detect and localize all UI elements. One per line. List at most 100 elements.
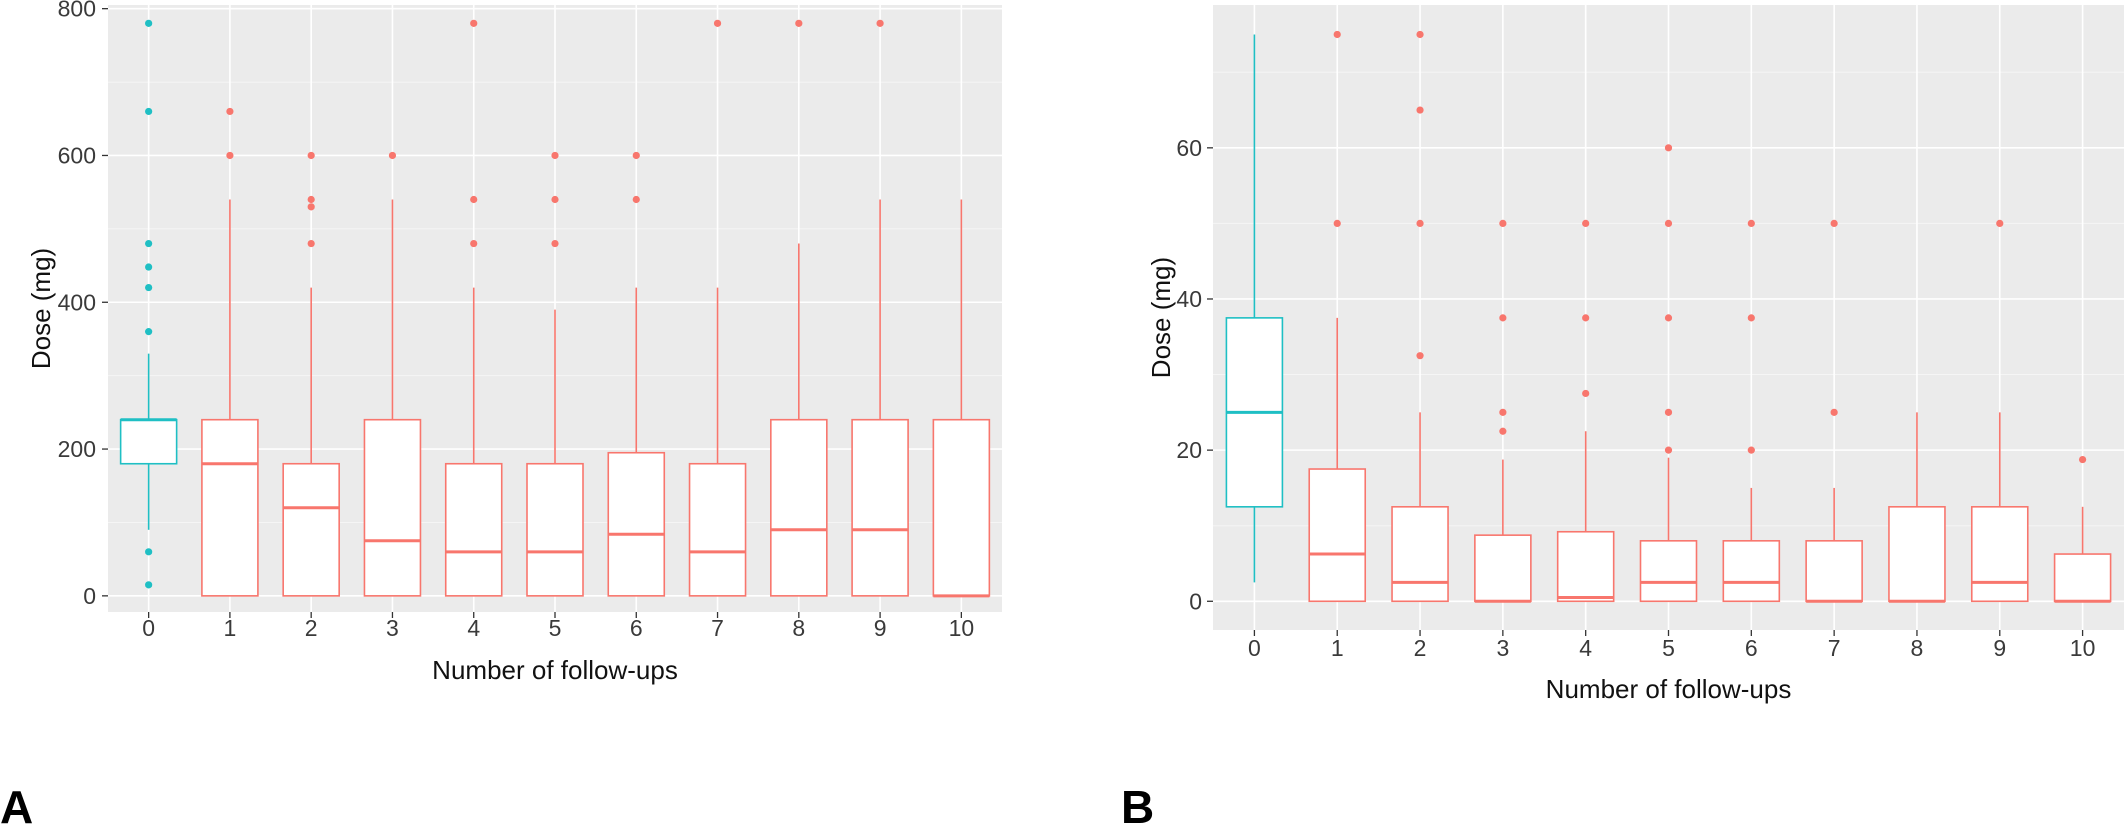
outlier-point [1416, 352, 1424, 360]
box-0 [1225, 34, 1284, 583]
box-iqr [2053, 553, 2112, 603]
x-tick-label: 4 [467, 615, 480, 641]
x-tick-label: 9 [874, 615, 887, 641]
outlier-point [551, 195, 559, 204]
outlier-point [470, 19, 478, 27]
outlier-point [226, 151, 234, 160]
y-tick-label: 0 [83, 583, 96, 609]
outlier-point [1582, 219, 1590, 228]
outlier-point [307, 151, 315, 160]
box-iqr [1639, 540, 1698, 603]
y-tick-label: 600 [58, 142, 96, 168]
box-9 [1970, 219, 2029, 603]
box-iqr [1722, 540, 1781, 603]
x-tick-label: 3 [386, 615, 399, 641]
outlier-point [1664, 314, 1673, 322]
x-axis-title: Number of follow-ups [1546, 674, 1792, 704]
x-tick-label: 1 [1331, 635, 1344, 661]
outlier-point [145, 263, 153, 271]
box-6 [607, 151, 666, 597]
x-tick-label: 8 [1911, 635, 1924, 661]
outlier-point [1499, 427, 1507, 435]
outlier-point [307, 239, 315, 248]
outlier-point [145, 107, 153, 116]
outlier-point [1830, 408, 1838, 416]
outlier-point [145, 239, 153, 248]
box-7 [1805, 219, 1863, 603]
box-10 [932, 199, 991, 598]
outlier-point [1664, 408, 1673, 416]
box-iqr [1805, 540, 1863, 603]
x-axis-title: Number of follow-ups [432, 655, 678, 685]
box-3 [1474, 219, 1532, 603]
outlier-point [713, 19, 722, 27]
boxplot-panel-a: 0 200 400 600 800 0 1 2 3 4 5 6 7 8 9 10 Number of follo… [0, 0, 1002, 829]
box-1 [201, 107, 259, 597]
outlier-point [1830, 219, 1838, 228]
outlier-point [1333, 30, 1341, 39]
outlier-point [551, 151, 559, 160]
x-tick-label: 1 [224, 615, 237, 641]
box-4 [1556, 219, 1615, 603]
outlier-point [1416, 219, 1424, 228]
outlier-point [2078, 455, 2087, 464]
box-iqr [932, 418, 991, 597]
x-tick-label: 0 [1248, 635, 1261, 661]
x-tick-label: 4 [1579, 635, 1592, 661]
y-tick-label: 200 [58, 436, 96, 462]
y-tick-label: 0 [1189, 588, 1202, 614]
outlier-point [1416, 30, 1424, 39]
outlier-point [1996, 219, 2004, 228]
outlier-point [1499, 408, 1507, 416]
outlier-point [145, 581, 153, 589]
box-iqr [363, 418, 422, 597]
x-tick-label: 2 [1414, 635, 1427, 661]
x-tick-label: 8 [792, 615, 805, 641]
boxplot-panel-b: 0 20 40 60 0 1 2 3 4 5 6 7 8 9 10 Number of follow-ups D… [1121, 5, 2124, 829]
box-iqr [688, 462, 747, 597]
x-tick-label: 6 [630, 615, 643, 641]
y-tick-label: 20 [1176, 437, 1202, 463]
outlier-point [1499, 219, 1507, 228]
x-tick-label: 2 [305, 615, 318, 641]
x-tick-label: 10 [949, 615, 975, 641]
x-tick-label: 7 [1828, 635, 1841, 661]
outlier-point [145, 283, 153, 292]
outlier-point [1747, 219, 1755, 228]
box-10 [2053, 455, 2112, 603]
box-iqr [201, 418, 259, 597]
box-4 [444, 19, 503, 597]
outlier-point [876, 19, 884, 27]
outlier-point [145, 548, 153, 556]
outlier-point [1664, 219, 1673, 228]
box-2 [1391, 30, 1449, 603]
box-5 [526, 151, 584, 597]
box-iqr [282, 462, 340, 597]
box-5 [1639, 144, 1698, 603]
box-iqr [1391, 506, 1449, 603]
box-9 [851, 19, 909, 597]
y-tick-label: 60 [1176, 135, 1202, 161]
outlier-point [470, 195, 478, 204]
x-tick-label: 10 [2070, 635, 2096, 661]
outlier-point [1747, 446, 1755, 454]
outlier-point [145, 19, 153, 27]
panel-label: A [0, 781, 33, 829]
outlier-point [1747, 314, 1755, 322]
y-axis-title: Dose (mg) [26, 248, 56, 369]
outlier-point [307, 195, 315, 204]
outlier-point [307, 203, 315, 211]
box-iqr [1556, 530, 1615, 603]
box-6 [1722, 219, 1781, 603]
x-tick-label: 5 [549, 615, 562, 641]
box-8 [770, 19, 828, 597]
x-tick-label: 3 [1496, 635, 1509, 661]
box-iqr [1474, 534, 1532, 603]
box-8 [1888, 412, 1946, 603]
outlier-point [551, 239, 559, 248]
x-tick-label: 9 [1993, 635, 2006, 661]
outlier-point [1664, 446, 1673, 454]
outlier-point [632, 195, 640, 204]
box-3 [363, 151, 422, 597]
